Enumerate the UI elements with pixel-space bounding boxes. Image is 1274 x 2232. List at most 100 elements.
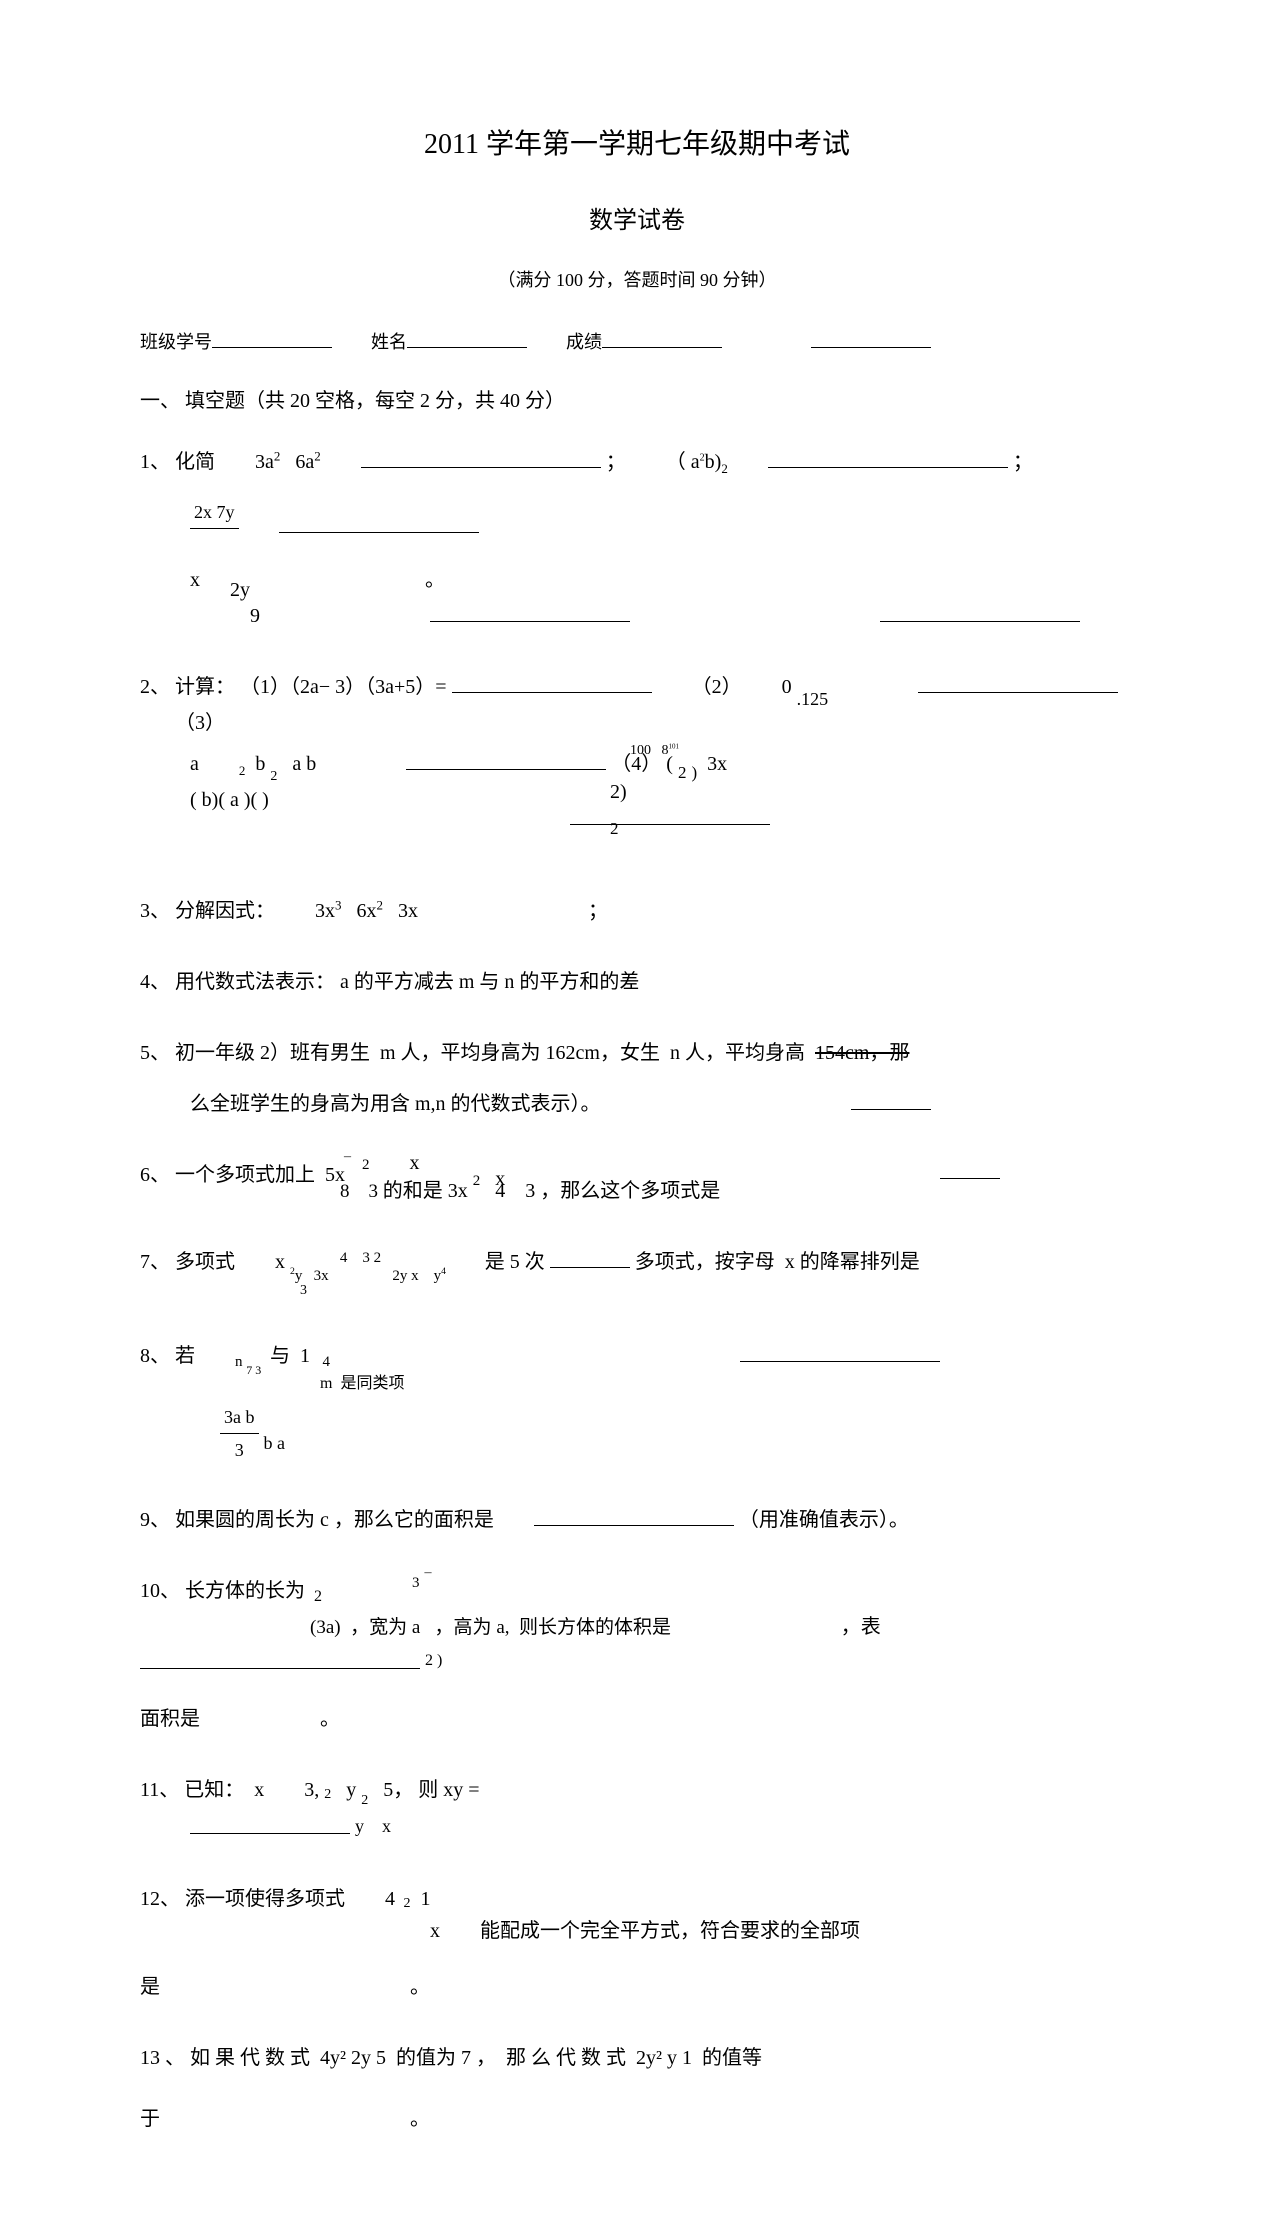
question-3: 3、 分解因式： 3x3 6x2 3x ； <box>140 893 1134 929</box>
q7-x: x <box>275 1251 285 1273</box>
q12-mid: 能配成一个完全平方式，符合要求的全部项 <box>480 1920 860 1942</box>
q10-blank-1[interactable] <box>140 1645 420 1669</box>
q6-8: 8 <box>340 1181 350 1202</box>
q1-expr1-3a: 3a <box>255 451 274 473</box>
info-suffix: 分钟） <box>723 270 777 290</box>
q10-tail: 则长方体的体积是 <box>519 1617 671 1638</box>
info-score: 100 <box>556 270 583 290</box>
q10-3a: (3a) <box>310 1617 341 1638</box>
q2-l3-paren: ( b)( a )( ) <box>190 789 269 811</box>
q8-with: 与 <box>270 1345 290 1367</box>
q7-3x: 3x <box>314 1268 329 1284</box>
exam-info: （满分 100 分，答题时间 90 分钟） <box>140 264 1134 296</box>
field-class-blank[interactable] <box>212 326 332 348</box>
q1-blank-5[interactable] <box>880 598 1080 622</box>
q6-x: x <box>410 1152 420 1174</box>
q11-y: y <box>346 1779 356 1801</box>
q12-period: 。 <box>410 1976 430 1998</box>
q2-p2-8: 8 <box>662 743 669 758</box>
q11-2: 2 <box>324 1787 331 1802</box>
q2-label: 计算： <box>175 676 235 698</box>
info-mid: 分，答题时间 <box>588 270 696 290</box>
q13-e1: 4y² 2y 5 <box>320 2047 386 2069</box>
q7-mid: 是 5 次 <box>485 1251 545 1273</box>
q2-p4-close: 2) <box>610 781 627 803</box>
q1-frac-x: x <box>190 569 200 591</box>
q6-3: 3 <box>369 1181 379 1202</box>
q1-frac: 2x 7y <box>190 496 239 562</box>
field-name-blank[interactable] <box>407 326 527 348</box>
q11-5: 5， <box>383 1779 413 1801</box>
q9-blank[interactable] <box>534 1502 734 1526</box>
question-9: 9、 如果圆的周长为 c ，那么它的面积是 （用准确值表示）。 <box>140 1502 1134 1538</box>
q10-num: 10、 <box>140 1573 180 1609</box>
q7-blank-1[interactable] <box>550 1244 630 1268</box>
q11-blank[interactable] <box>190 1810 350 1834</box>
q1-blank-3[interactable] <box>279 509 479 533</box>
q1-blank-4[interactable] <box>430 598 630 622</box>
q10-2: 2 <box>314 1588 322 1605</box>
q11-pre: 已知： <box>184 1779 244 1801</box>
info-time: 90 <box>700 270 718 290</box>
q2-blank-1[interactable] <box>452 669 652 693</box>
student-fields: 班级学号 姓名 成绩 <box>140 326 1134 358</box>
q6-3b: 3 <box>525 1180 535 1202</box>
q2-blank-3[interactable] <box>406 746 606 770</box>
q1-expr2-b: b) <box>705 451 722 473</box>
q1-blank-2[interactable] <box>768 444 1008 468</box>
q2-p3: （3） <box>175 712 225 734</box>
q10-h: a <box>496 1617 504 1638</box>
q1-frac-2y: 2y <box>230 579 250 601</box>
question-13: 13 、 如 果 代 数 式 4y² 2y 5 的值为 7 ， 那 么 代 数 … <box>140 2040 1134 2137</box>
q2-blank-4[interactable] <box>570 801 770 825</box>
q10-wpre: ，宽为 <box>350 1617 407 1638</box>
q3-sep: ； <box>588 900 608 922</box>
q1-sep2: ； <box>1013 451 1033 473</box>
q2-num: 2、 <box>140 669 170 705</box>
q8-frac-nu: 3a b <box>220 1401 259 1434</box>
q9-c: c <box>320 1509 329 1531</box>
q13-mid2: 那 么 代 数 式 <box>506 2047 626 2069</box>
q7-y4: y <box>434 1268 442 1284</box>
field-score-label: 成绩 <box>566 332 602 352</box>
q11-dex: x <box>382 1816 391 1836</box>
q7-xlet: x 的降幂排列是 <box>785 1251 920 1273</box>
q8-n: n <box>235 1354 243 1370</box>
q1-blank-1[interactable] <box>361 444 601 468</box>
q5-l1d: 154cm，那 <box>815 1042 909 1064</box>
q10-period: 。 <box>320 1708 340 1730</box>
q7-32: 3 2 <box>362 1250 381 1266</box>
q10-surf: 面积是 <box>140 1708 200 1730</box>
field-extra-blank[interactable] <box>811 326 931 348</box>
q13-period: 。 <box>410 2108 430 2130</box>
q2-p4-3x: 3x <box>707 753 727 775</box>
q13-e2: 2y² y 1 <box>636 2047 692 2069</box>
q1-expr2-exp: 2 <box>721 461 728 476</box>
q1-label: 化简 <box>175 451 215 473</box>
q10-pre: 长方体的长为 <box>185 1580 305 1602</box>
q1-period: 。 <box>425 569 445 591</box>
q12-2: 2 <box>404 1896 411 1911</box>
info-prefix: （满分 <box>498 270 552 290</box>
q3-3x: 3x <box>398 900 418 922</box>
q2-blank-2[interactable] <box>918 669 1118 693</box>
question-12: 12、 添一项使得多项式 4 2 1 x 能配成一个完全平方式，符合要求的全部项… <box>140 1881 1134 2005</box>
q8-num: 8、 <box>140 1338 170 1374</box>
q8-blank[interactable] <box>740 1338 940 1362</box>
q10-hpre: ，高为 <box>435 1617 492 1638</box>
field-class-label: 班级学号 <box>140 332 212 352</box>
exam-subtitle: 数学试卷 <box>140 200 1134 243</box>
q3-3x3: 3x <box>315 900 335 922</box>
q7-num: 7、 <box>140 1244 170 1280</box>
q4-num: 4、 <box>140 964 170 1000</box>
q6-blank[interactable] <box>940 1155 1000 1179</box>
q5-blank[interactable] <box>851 1086 931 1110</box>
field-score-blank[interactable] <box>602 326 722 348</box>
q8-1: 1 <box>300 1345 310 1367</box>
question-7: 7、 多项式 x 2y 3x 4 3 2 2y x y4 是 5 次 多项式，按… <box>140 1244 1134 1303</box>
q13-mid1: 的值为 7 ， <box>396 2047 496 2069</box>
q13-tail: 的值等 <box>702 2047 762 2069</box>
q11-dey: y <box>355 1816 364 1836</box>
q12-4: 4 <box>385 1888 395 1910</box>
q2-p2-125: .125 <box>797 689 829 709</box>
